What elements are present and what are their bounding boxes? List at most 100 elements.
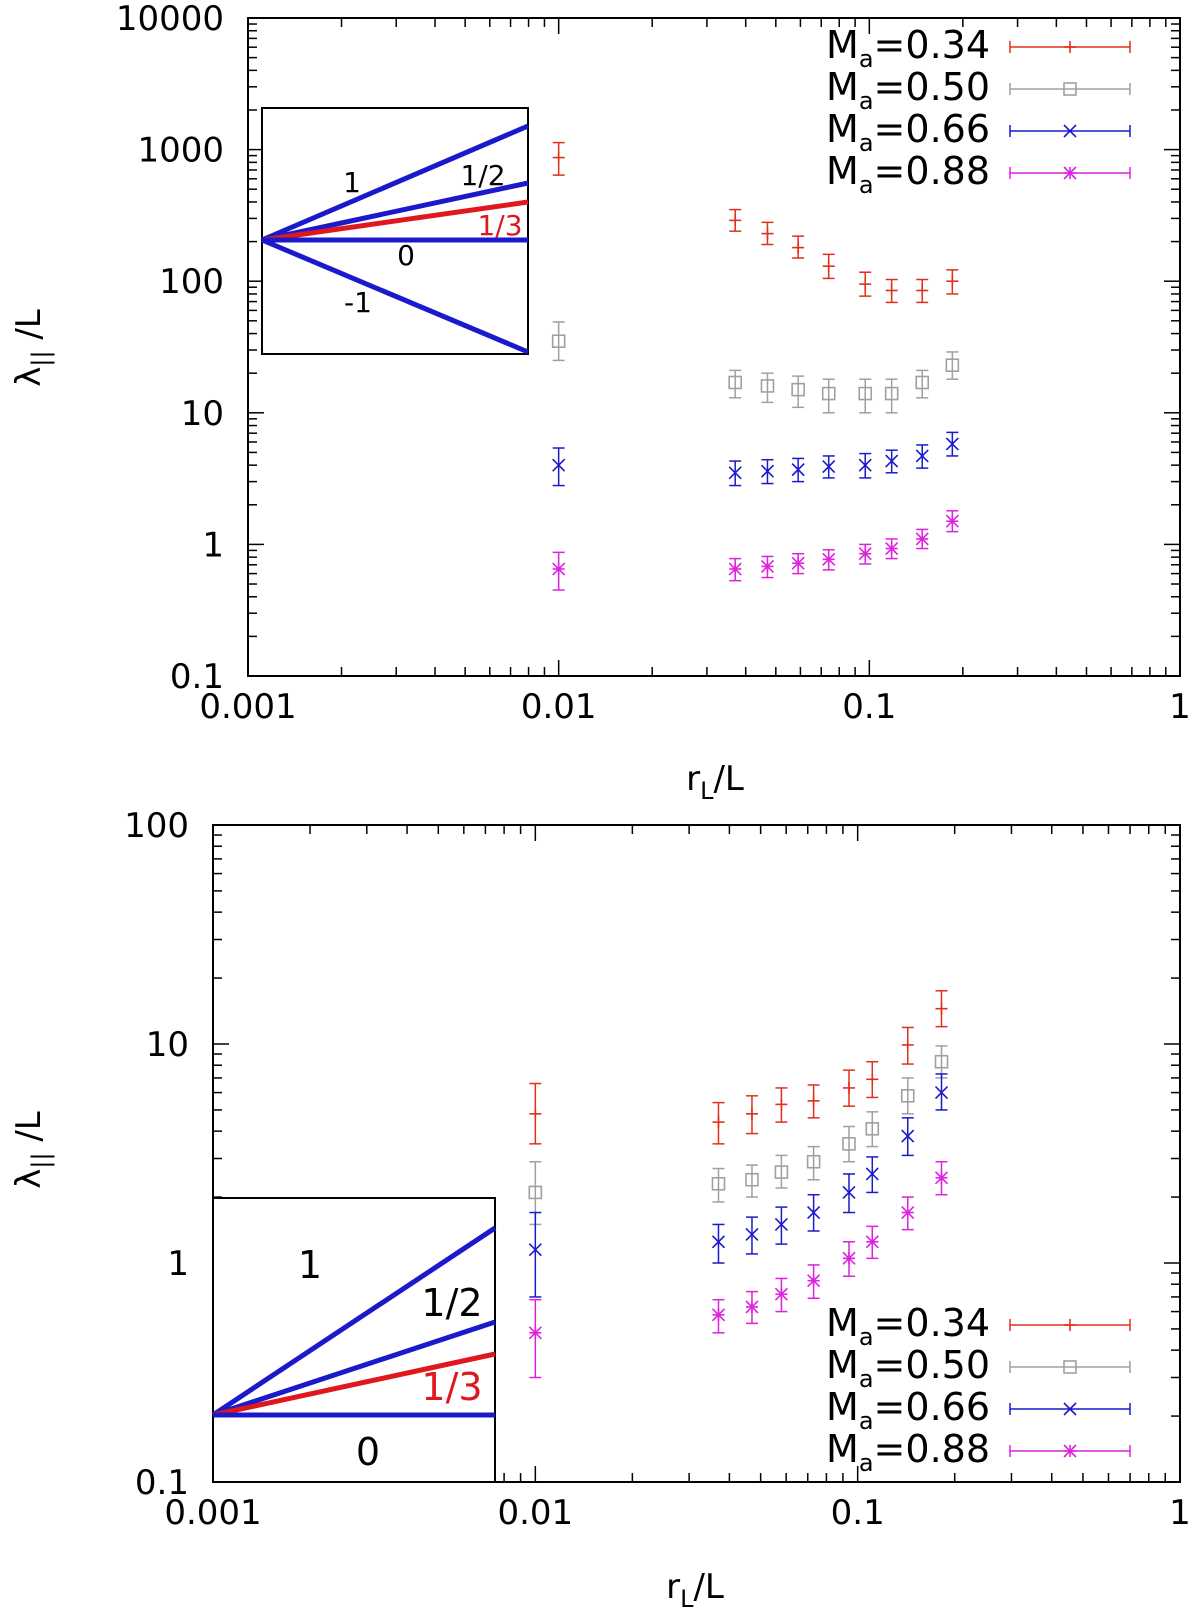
legend-entry-ma-050: Ma=0.50 xyxy=(826,1343,1131,1393)
point-marker-d2 xyxy=(745,1300,759,1314)
svg-text:Ma=0.88: Ma=0.88 xyxy=(826,149,990,199)
point-marker-d2 xyxy=(934,1171,949,1185)
point-marker-box xyxy=(945,358,960,372)
data-point xyxy=(791,552,805,575)
data-point xyxy=(945,351,960,380)
x-axis-title: rL/L xyxy=(686,759,744,805)
legend-swatch-ma-050 xyxy=(1009,82,1131,96)
point-marker-box xyxy=(884,386,899,401)
data-point xyxy=(915,444,929,469)
y-axis-title: λ|| /L xyxy=(9,309,55,387)
legend-entry-ma-066: Ma=0.66 xyxy=(826,107,1131,157)
data-point xyxy=(774,1277,788,1313)
svg-text:Ma=0.88: Ma=0.88 xyxy=(826,1427,990,1477)
point-marker-box xyxy=(865,1122,880,1136)
y-tick-label: 0.1 xyxy=(135,1463,189,1503)
point-marker-d2 xyxy=(865,1235,879,1249)
point-marker-d2 xyxy=(728,562,742,576)
data-point xyxy=(745,1164,759,1198)
point-marker-d2 xyxy=(774,1287,788,1301)
point-marker-d2 xyxy=(822,552,836,566)
slope-label-0: 0 xyxy=(397,239,415,272)
y-axis-title-sub: || xyxy=(27,1152,55,1168)
data-point xyxy=(822,253,835,280)
x-tick-label: 0.001 xyxy=(199,687,296,727)
data-point xyxy=(711,1298,726,1334)
x-axis-title-main: r xyxy=(666,1567,680,1607)
legend: Ma=0.34 Ma=0.50 Ma=0.66 Ma=0.88 xyxy=(826,1301,1131,1477)
x-tick-label: 0.01 xyxy=(497,1493,573,1533)
data-point xyxy=(901,1117,915,1157)
point-marker-d2 xyxy=(842,1251,856,1265)
data-point xyxy=(946,269,959,295)
point-marker-box xyxy=(728,375,742,390)
legend-marker-d2 xyxy=(1063,1402,1077,1416)
y-tick-label: 1000 xyxy=(137,131,224,171)
data-point xyxy=(843,1069,856,1107)
svg-text:Ma=0.50: Ma=0.50 xyxy=(826,1343,990,1393)
point-marker-d2 xyxy=(791,463,805,477)
slope-label-half: 1/2 xyxy=(460,159,505,192)
legend-swatch-ma-088 xyxy=(1009,1444,1131,1458)
data-point xyxy=(884,378,899,414)
data-series xyxy=(551,141,960,591)
data-point xyxy=(745,1095,758,1135)
data-point xyxy=(761,221,774,246)
point-marker-d2 xyxy=(791,556,805,570)
data-point xyxy=(865,1111,880,1148)
point-marker-d2 xyxy=(528,1326,542,1340)
data-point xyxy=(945,431,959,457)
point-marker-d2 xyxy=(858,547,872,561)
data-point xyxy=(728,557,742,582)
data-point xyxy=(745,1216,759,1255)
legend-marker-d2 xyxy=(1063,1444,1077,1458)
point-marker-d2 xyxy=(774,1217,788,1232)
data-point xyxy=(901,1026,914,1065)
x-axis-title-rest: /L xyxy=(713,759,743,799)
plot-frame xyxy=(247,17,1181,677)
y-axis-title-rest: /L xyxy=(9,309,49,350)
data-point xyxy=(945,510,959,533)
slope-label-1: 1 xyxy=(343,166,361,199)
data-point xyxy=(842,1173,856,1214)
data-point xyxy=(551,321,566,362)
point-marker-box xyxy=(711,1176,726,1191)
data-point xyxy=(822,549,836,571)
data-point xyxy=(915,528,929,550)
point-marker-box xyxy=(745,1172,759,1187)
data-point xyxy=(807,1193,821,1232)
point-marker-d2 xyxy=(745,1227,759,1242)
data-point xyxy=(842,1241,856,1277)
legend-swatch-ma-034 xyxy=(1009,1319,1131,1331)
legend-swatch-ma-088 xyxy=(1009,166,1131,180)
data-point xyxy=(916,278,929,304)
inset-frame xyxy=(212,1197,496,1483)
point-marker-d2 xyxy=(901,1129,915,1143)
point-marker-d2 xyxy=(711,1308,726,1322)
legend-entry-ma-050: Ma=0.50 xyxy=(826,65,1131,115)
x-axis-title-sub: L xyxy=(700,777,714,805)
data-point xyxy=(760,372,775,404)
point-marker-d2 xyxy=(901,1205,915,1220)
point-marker-box xyxy=(528,1185,543,1200)
data-point xyxy=(934,1073,949,1111)
x-tick-label: 0.1 xyxy=(831,1493,885,1533)
axis-ticks xyxy=(247,18,1180,677)
y-tick-label: 100 xyxy=(159,262,224,302)
point-marker-box xyxy=(915,375,930,390)
point-marker-box xyxy=(900,1089,915,1103)
y-tick-label: 10 xyxy=(181,394,224,434)
data-point xyxy=(792,235,805,259)
series-ma-0-88 xyxy=(552,510,959,591)
legend-marker-d2 xyxy=(1063,124,1077,138)
legend-swatch-ma-066 xyxy=(1009,124,1131,138)
data-point xyxy=(858,452,872,479)
legend-swatch-ma-066 xyxy=(1009,1402,1131,1416)
point-marker-box xyxy=(791,382,805,397)
x-tick-label: 1 xyxy=(1169,687,1191,727)
data-point xyxy=(885,278,898,304)
data-point xyxy=(915,369,930,399)
